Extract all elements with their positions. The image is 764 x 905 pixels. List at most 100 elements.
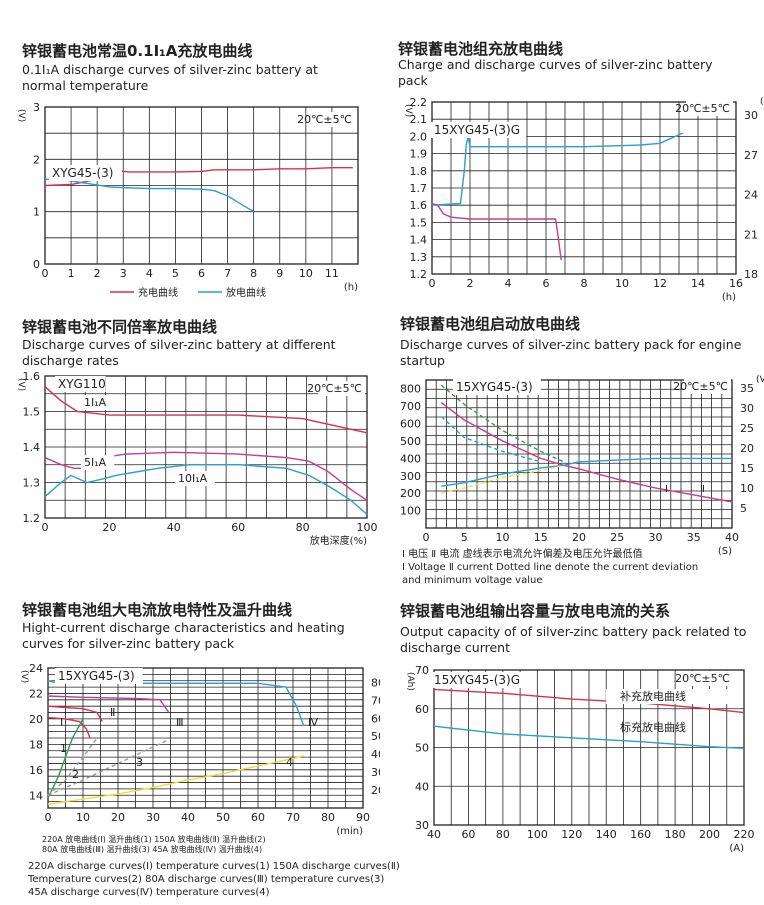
- chart5-ytick-label: 14: [29, 789, 43, 802]
- chart6-title-en: Output capacity of of silver-zinc batter…: [400, 624, 747, 655]
- chart1-ytick-label: 3: [33, 101, 40, 114]
- chart5-annotation: Ⅲ: [176, 716, 184, 729]
- chart4-series-line-1: [440, 402, 733, 503]
- chart1-series-line-2: [44, 178, 255, 213]
- chart4-xtick-label: 25: [610, 531, 624, 544]
- chart3-svg: 0 20 40 60 80 100 1.2 1.3 1.4 1.5 1.6(V) 放电深度(%) 20℃…: [16, 370, 378, 547]
- chart4-ytick-label: 100: [400, 505, 421, 518]
- chart2-ytick-label: 1.2: [410, 268, 428, 281]
- chart4-annotation: 20℃±5℃: [673, 380, 728, 393]
- chart3-xtick-label: 100: [357, 521, 378, 534]
- chart1-annotation-bg: [49, 165, 122, 181]
- chart5-xtick-label: 70: [286, 811, 300, 824]
- chart3-annotation: XYG110: [58, 377, 106, 391]
- chart4-annotation: Ⅰ: [665, 484, 668, 495]
- chart6-xtick-label: 120: [561, 828, 582, 841]
- chart2-xtick-label: 12: [653, 277, 667, 290]
- chart3-ytick-label: 1.4: [23, 441, 41, 454]
- chart5-ytick-label: 16: [29, 764, 43, 777]
- chart4-title-cn: 锌银蓄电池组启动放电曲线: [400, 315, 581, 333]
- chart5-caption-cn-2: 80A 放电曲线(Ⅲ) 温升曲线(3) 45A 放电曲线(Ⅳ) 温升曲线(4): [42, 845, 263, 854]
- chart6-xtick-label: 40: [427, 828, 441, 841]
- chart1-legend-label-discharge: 放电曲线: [226, 286, 266, 299]
- chart3-annotation-bg: [318, 381, 365, 396]
- chart2-title-en: Charge and discharge curves of silver-zi…: [398, 57, 713, 88]
- chart2-ylabel: (V): [403, 104, 413, 117]
- chart4-svg: 0 5 10 15 20 25 30 35 40 100 200 300 400 500 600 700 800…: [400, 375, 764, 557]
- chart5-caption-cn-1: 220A 放电曲线(Ⅰ) 温升曲线(1) 150A 放电曲线(Ⅱ) 温升曲线(2…: [42, 835, 266, 844]
- chart3-plot-frame: [44, 375, 368, 519]
- chart1-ylabel: (V): [16, 109, 26, 122]
- chart4-plot-frame: [425, 379, 733, 529]
- chart4-ytick-label: 800: [400, 383, 421, 396]
- chart2-y2tick-label: 30: [744, 109, 758, 122]
- chart4-xtick-label: 10: [496, 531, 510, 544]
- chart3-xtick-label: 80: [296, 521, 310, 534]
- chart4-annotation-bg: [453, 379, 541, 395]
- chart6-xtick-label: 140: [596, 828, 617, 841]
- chart6-ytick-label: 40: [415, 780, 429, 793]
- chart3-series-line-1: [44, 386, 368, 434]
- chart3-annotation-bg: [175, 471, 216, 486]
- chart1-xtick-label: 4: [146, 267, 153, 280]
- chart6-legend-label-supplement: 补充放电曲线: [620, 689, 686, 703]
- chart1-xtick-label: 8: [250, 267, 257, 280]
- chart2-ytick-label: 1.3: [410, 251, 428, 264]
- chart4-caption-2: Ⅰ Voltage Ⅱ current Dotted line denote t…: [402, 562, 699, 573]
- chart5-y2tick-label: 30: [371, 766, 380, 779]
- chart1-legend-label-charge: 充电曲线: [138, 286, 178, 299]
- chart1-xtick-label: 0: [42, 267, 49, 280]
- chart4-ytick-label: 700: [400, 400, 421, 413]
- chart5-annotation: Ⅳ: [308, 716, 319, 729]
- chart6-xtick-label: 100: [527, 828, 548, 841]
- chart5-y2tick-label: 80: [371, 676, 380, 689]
- chart6-xtick-label: 80: [496, 828, 510, 841]
- chart5-plot-frame: [47, 667, 364, 809]
- chart6-legend-label-standard: 标充放电曲线: [620, 720, 686, 734]
- chart4-annotation-bg: [684, 379, 731, 394]
- chart1-title-cn: 锌银蓄电池常温0.1I₁A充放电曲线: [22, 42, 253, 60]
- chart5-xtick-label: 40: [181, 811, 195, 824]
- chart2-y2tick-label: 18: [744, 268, 758, 281]
- chart4-title-en: Discharge curves of silver-zinc battery …: [400, 337, 742, 368]
- chart5-ytick-label: 20: [29, 713, 43, 726]
- chart1-xtick-label: 7: [224, 267, 231, 280]
- chart5-y2tick-label: 50: [371, 730, 380, 743]
- chart2-xtick-label: 2: [467, 277, 474, 290]
- chart3-ytick-label: 1.5: [23, 406, 41, 419]
- chart1-annotation: 20℃±5℃: [297, 113, 352, 126]
- chart5-y2tick-label: 70: [371, 694, 380, 707]
- chart6-xtick-label: 220: [734, 828, 755, 841]
- chart5-xtick-label: 30: [146, 811, 160, 824]
- chart4-y2tick-label: 10: [740, 482, 754, 495]
- chart2-plot-frame: [431, 101, 737, 275]
- chart1-xtick-label: 3: [120, 267, 127, 280]
- chart4-xtick-label: 15: [534, 531, 548, 544]
- chart1-xtick-label: 9: [276, 267, 283, 280]
- chart5-y2tick-label: 20: [371, 784, 380, 797]
- chart2-ytick-label: 2.0: [410, 130, 428, 143]
- chart6-ytick-label: 30: [415, 819, 429, 832]
- chart2-ytick-label: 1.7: [410, 182, 428, 195]
- chart4-y2tick-label: 30: [740, 402, 754, 415]
- chart4-ytick-label: 500: [400, 435, 421, 448]
- chart5-ytick-label: 22: [29, 687, 43, 700]
- chart6-ytick-label: 50: [415, 742, 429, 755]
- chart6-xlabel: (A): [729, 843, 744, 854]
- chart5-y2tick-label: 40: [371, 748, 380, 761]
- chart4-annotation: 15XYG45-(3): [456, 380, 533, 394]
- chart5-series-line-3: [47, 695, 170, 713]
- chart5-series-line-2: [47, 705, 103, 722]
- chart3-annotation-bg: [81, 395, 115, 410]
- chart5-caption-en-1: 220A discharge curves(Ⅰ) temperature cur…: [28, 861, 400, 872]
- chart1-annotation: XYG45-(3): [52, 166, 113, 180]
- chart5-annotation: 4: [286, 756, 293, 769]
- chart6-xtick-label: 60: [461, 828, 475, 841]
- chart4-xtick-label: 35: [687, 531, 701, 544]
- chart4-ytick-label: 600: [400, 418, 421, 431]
- chart4-y2label: (V): [756, 375, 764, 385]
- chart4-y2tick-label: 5: [740, 502, 747, 515]
- chart1-xtick-label: 2: [94, 267, 101, 280]
- chart3-xtick-label: 40: [167, 521, 181, 534]
- chart2-xtick-label: 16: [729, 277, 743, 290]
